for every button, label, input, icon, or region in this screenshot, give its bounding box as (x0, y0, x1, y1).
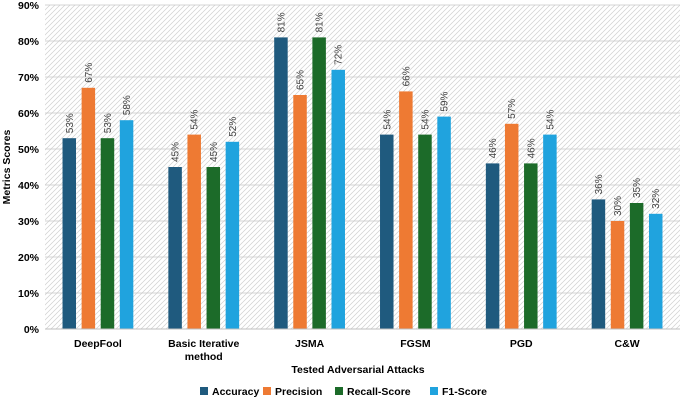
data-label: 59% (440, 91, 451, 111)
bars (62, 37, 663, 330)
legend-swatch (263, 387, 271, 395)
data-label: 45% (209, 142, 220, 162)
data-label: 46% (488, 138, 499, 158)
bar (485, 163, 500, 329)
x-tick-label: method (185, 351, 223, 363)
data-label: 81% (315, 12, 326, 32)
data-label: 57% (507, 99, 518, 119)
bar (648, 213, 663, 329)
legend-item: Precision (263, 386, 322, 398)
y-tick-label: 20% (18, 252, 40, 264)
x-tick-label: Basic Iterative (168, 338, 239, 350)
plot-area-background (45, 5, 680, 329)
bar (380, 134, 394, 329)
data-label: 54% (190, 109, 201, 129)
data-label: 81% (276, 12, 287, 32)
data-label: 58% (122, 95, 133, 115)
y-tick-label: 0% (24, 324, 40, 336)
y-tick-label: 80% (18, 36, 40, 48)
x-tick-label: JSMA (295, 338, 325, 350)
bar (418, 134, 432, 329)
legend-swatch (430, 387, 438, 395)
legend-item: Accuracy (200, 386, 259, 398)
data-label: 53% (103, 113, 114, 133)
data-label: 30% (613, 196, 624, 216)
y-tick-label: 40% (18, 180, 40, 192)
data-label: 65% (296, 70, 307, 90)
legend-label: F1-Score (442, 386, 487, 398)
x-tick-label: C&W (615, 338, 640, 350)
bar (591, 199, 606, 329)
bar (331, 69, 345, 330)
y-tick-label: 60% (18, 108, 40, 120)
bar (629, 203, 644, 329)
data-label: 46% (526, 138, 537, 158)
bar (62, 138, 77, 329)
x-tick-label: PGD (510, 338, 533, 350)
legend-swatch (335, 387, 343, 395)
bar (399, 91, 413, 330)
data-label: 53% (65, 113, 76, 133)
bar (187, 134, 201, 329)
bar (524, 163, 538, 329)
bar (119, 120, 134, 329)
legend-label: Recall-Score (347, 386, 411, 398)
y-tick-label: 30% (18, 216, 40, 228)
y-axis-title: Metrics Scores (1, 129, 13, 204)
data-labels: 53% 67% 53% 58% 45% 54% 45% 52% 81% 65% 81% 72% 54% 6… (65, 12, 662, 216)
data-label: 54% (420, 109, 431, 129)
legend-item: F1-Score (430, 386, 487, 398)
data-label: 32% (651, 189, 662, 209)
bar (293, 95, 307, 329)
y-tick-label: 70% (18, 72, 40, 84)
data-label: 67% (84, 63, 95, 83)
bar (81, 87, 96, 329)
data-label: 54% (545, 109, 556, 129)
legend-label: Precision (275, 386, 322, 398)
gridlines (45, 4, 680, 294)
bar (437, 116, 451, 329)
bar (610, 221, 625, 329)
legend-swatch (200, 387, 208, 395)
x-axis-title: Tested Adversarial Attacks (291, 364, 424, 376)
bar (543, 134, 557, 329)
bar (168, 167, 182, 329)
y-tick-label: 50% (18, 144, 40, 156)
data-label: 66% (401, 66, 412, 86)
legend: Accuracy Precision Recall-Score F1-Score (200, 386, 487, 398)
y-tick-label: 90% (18, 0, 40, 12)
data-label: 52% (228, 117, 239, 137)
bar (225, 141, 240, 329)
y-tick-label: 10% (18, 288, 40, 300)
y-axis-ticks: 0% 10% 20% 30% 40% 50% 60% 70% 80% 90% (18, 0, 40, 336)
bar (274, 37, 288, 330)
bar (312, 37, 326, 330)
data-label: 35% (632, 178, 643, 198)
legend-item: Recall-Score (335, 386, 411, 398)
legend-label: Accuracy (212, 386, 259, 398)
bar (100, 138, 115, 329)
data-label: 45% (171, 142, 182, 162)
bar (504, 123, 519, 329)
x-tick-label: DeepFool (74, 338, 122, 350)
data-label: 36% (594, 174, 605, 194)
bar (206, 167, 221, 329)
data-label: 72% (334, 45, 345, 65)
data-label: 54% (382, 109, 393, 129)
x-tick-label: FGSM (400, 338, 431, 350)
